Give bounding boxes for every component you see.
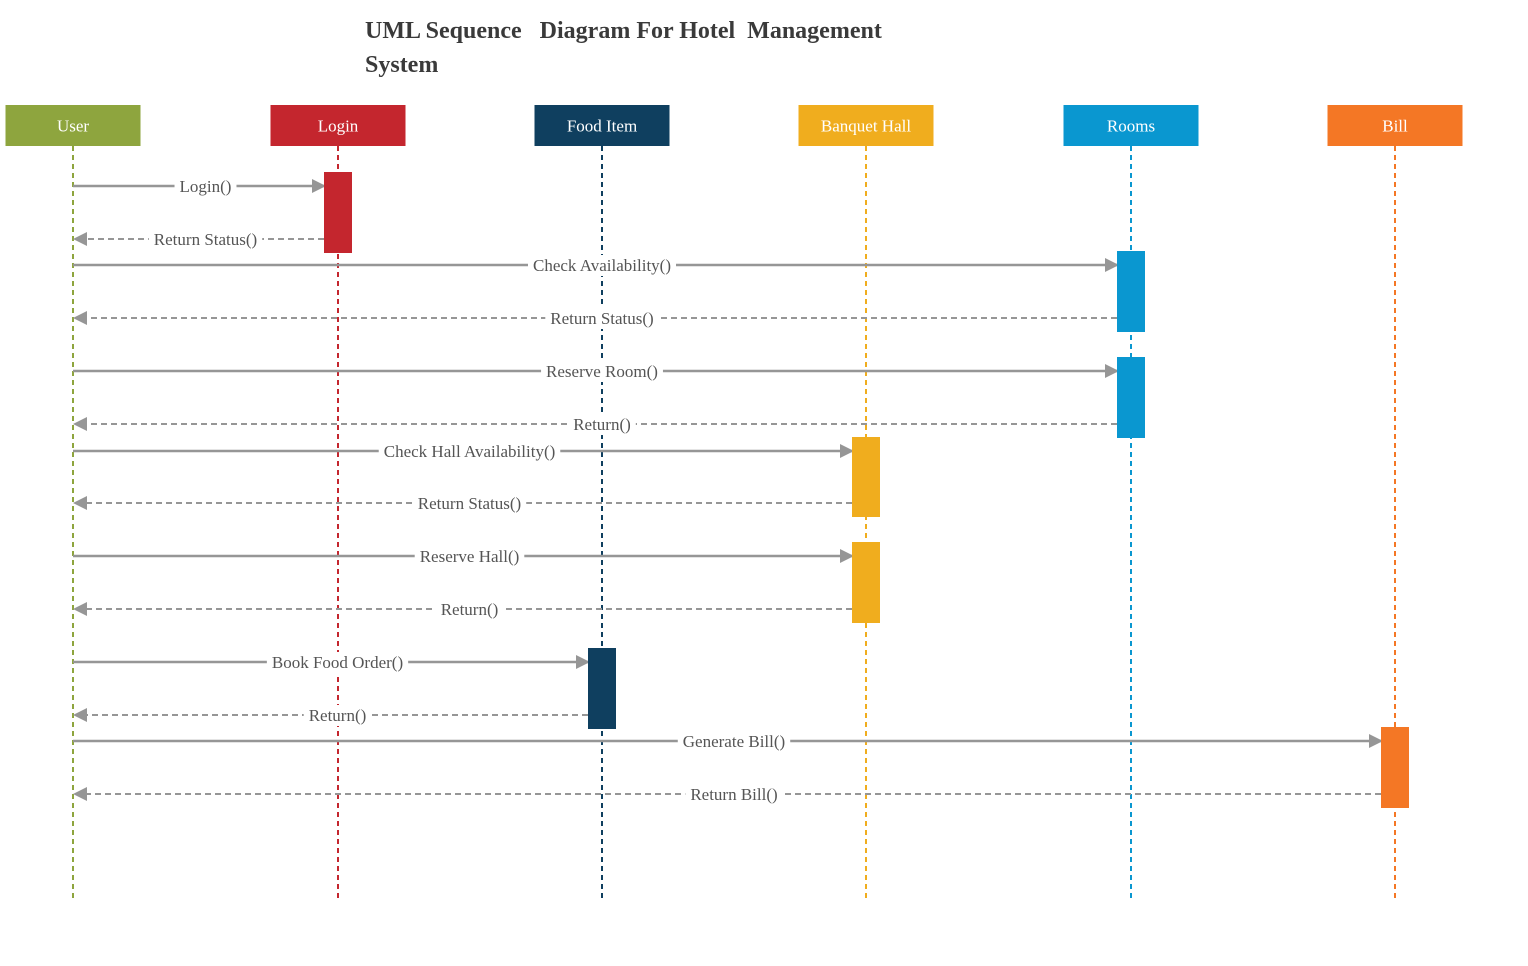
message-3: Return Status() [73, 308, 1117, 329]
message-label-bg-0 [174, 176, 237, 197]
activation-banquet-3 [852, 437, 880, 517]
message-label-9: Return() [441, 600, 499, 619]
diagram-title: UML Sequence Diagram For Hotel Managemen… [365, 18, 888, 78]
actor-box-user[interactable] [5, 105, 141, 146]
message-label-10: Book Food Order() [272, 653, 403, 672]
activation-rooms-2 [1117, 357, 1145, 438]
message-10: Book Food Order() [73, 652, 590, 673]
message-label-6: Check Hall Availability() [384, 442, 556, 461]
activation-rooms-1 [1117, 251, 1145, 332]
activation-banquet-4 [852, 542, 880, 623]
actor-banquet[interactable]: Banquet Hall [798, 105, 934, 146]
message-label-bg-9 [435, 599, 504, 620]
message-13: Return Bill() [73, 784, 1381, 805]
message-label-13: Return Bill() [690, 785, 777, 804]
message-7: Return Status() [73, 493, 852, 514]
actor-label-banquet: Banquet Hall [821, 117, 911, 136]
message-0: Login() [73, 176, 326, 197]
message-label-bg-3 [545, 308, 659, 329]
activation-login-0 [324, 172, 352, 253]
message-label-1: Return Status() [154, 230, 257, 249]
message-label-7: Return Status() [418, 494, 521, 513]
actor-box-food[interactable] [534, 105, 670, 146]
message-label-bg-13 [685, 784, 783, 805]
actor-login[interactable]: Login [270, 105, 406, 146]
message-6: Check Hall Availability() [73, 441, 854, 462]
message-label-5: Return() [573, 415, 631, 434]
actor-box-bill[interactable] [1327, 105, 1463, 146]
message-label-bg-6 [378, 441, 561, 462]
message-label-bg-1 [148, 229, 263, 250]
message-label-bg-2 [527, 255, 677, 276]
message-label-4: Reserve Room() [546, 362, 658, 381]
message-5: Return() [73, 414, 1117, 435]
actor-label-bill: Bill [1382, 117, 1408, 136]
actor-food[interactable]: Food Item [534, 105, 670, 146]
message-label-bg-5 [568, 414, 636, 435]
actor-box-login[interactable] [270, 105, 406, 146]
actor-bill[interactable]: Bill [1327, 105, 1463, 146]
message-label-bg-4 [541, 361, 663, 382]
message-label-2: Check Availability() [533, 256, 671, 275]
message-label-bg-8 [414, 546, 525, 567]
message-11: Return() [73, 705, 588, 726]
message-label-0: Login() [180, 177, 232, 196]
message-label-bg-7 [412, 493, 527, 514]
message-8: Reserve Hall() [73, 546, 854, 567]
message-label-bg-10 [266, 652, 409, 673]
message-label-11: Return() [309, 706, 367, 725]
message-label-12: Generate Bill() [683, 732, 785, 751]
actor-label-user: User [57, 117, 89, 136]
actor-label-rooms: Rooms [1107, 117, 1155, 136]
actor-box-rooms[interactable] [1063, 105, 1199, 146]
message-label-3: Return Status() [550, 309, 653, 328]
message-label-8: Reserve Hall() [420, 547, 520, 566]
message-label-bg-12 [677, 731, 791, 752]
actor-user[interactable]: User [5, 105, 141, 146]
actor-box-banquet[interactable] [798, 105, 934, 146]
actor-rooms[interactable]: Rooms [1063, 105, 1199, 146]
message-9: Return() [73, 599, 852, 620]
message-4: Reserve Room() [73, 361, 1119, 382]
message-2: Check Availability() [73, 255, 1119, 276]
message-12: Generate Bill() [73, 731, 1383, 752]
activation-food-5 [588, 648, 616, 729]
message-label-bg-11 [303, 705, 372, 726]
activation-bill-6 [1381, 727, 1409, 808]
message-1: Return Status() [73, 229, 324, 250]
actor-label-login: Login [318, 117, 359, 136]
actor-label-food: Food Item [567, 117, 637, 136]
